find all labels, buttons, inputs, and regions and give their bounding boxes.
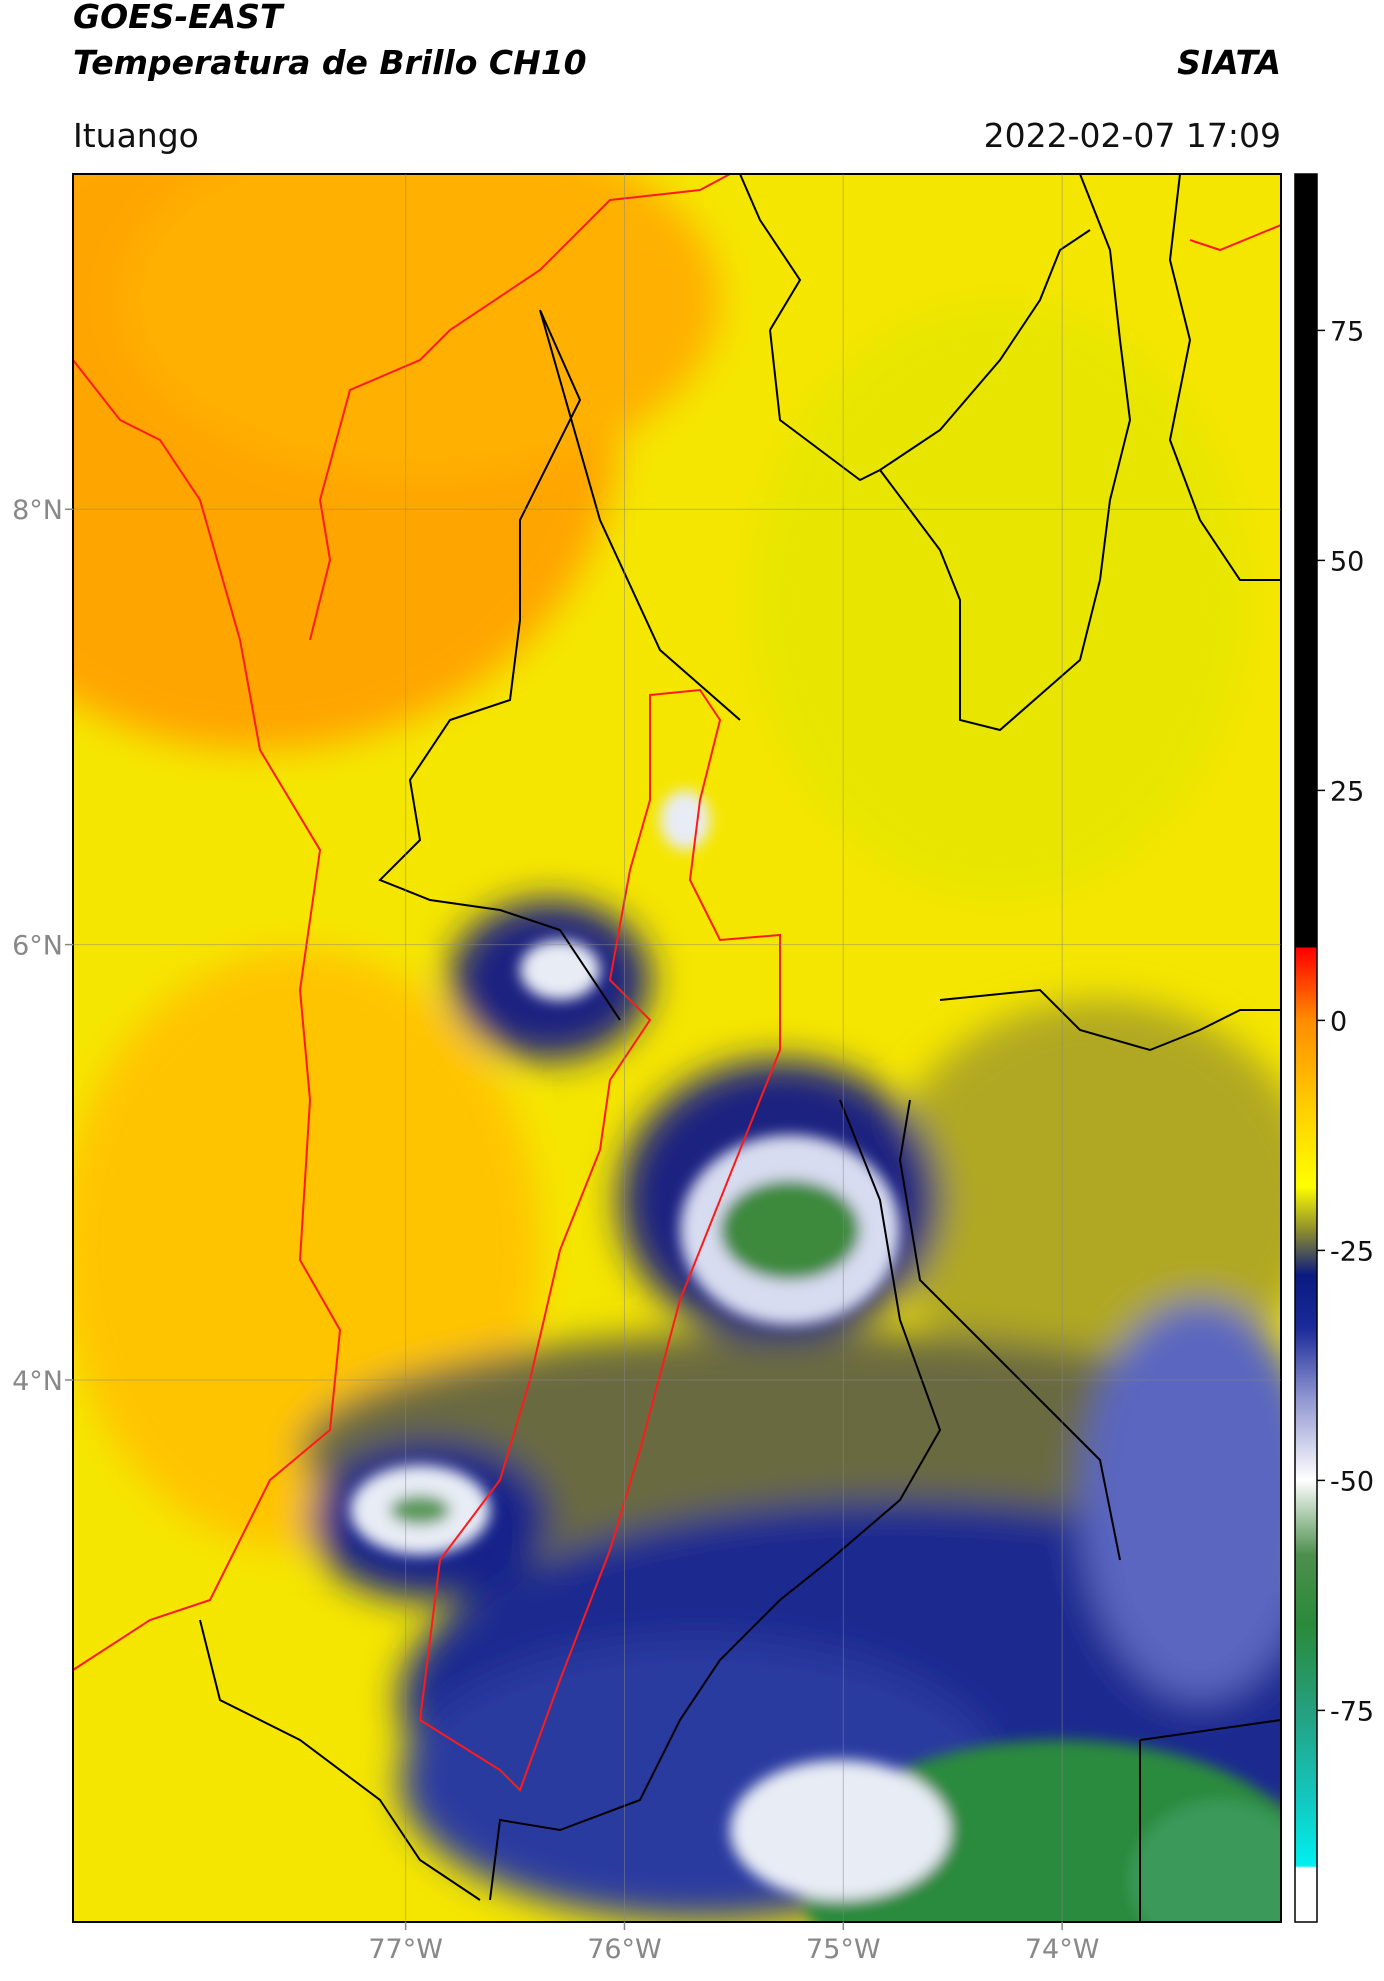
colorbar-label: -50: [1330, 1466, 1374, 1497]
satellite-image: [73, 174, 1281, 1922]
colorbar-label: -25: [1330, 1236, 1374, 1267]
colorbar-label: -75: [1330, 1696, 1374, 1727]
lon-label: 75°W: [806, 1934, 881, 1965]
subtitle: Temperatura de Brillo CH10: [73, 43, 587, 82]
colorbar-label: 75: [1330, 316, 1364, 347]
colorbar-label: 0: [1330, 1006, 1347, 1037]
lat-label: 8°N: [12, 495, 63, 526]
lon-label: 76°W: [587, 1934, 662, 1965]
lon-label: 74°W: [1025, 1934, 1100, 1965]
map-frame: [72, 173, 1282, 1923]
source: SIATA: [1177, 43, 1281, 82]
lon-label: 77°W: [368, 1934, 443, 1965]
title: GOES-EAST: [73, 0, 285, 36]
datetime: 2022-02-07 17:09: [984, 116, 1281, 155]
colorbar: [1294, 173, 1318, 1923]
colorbar-label: 50: [1330, 546, 1364, 577]
lat-label: 4°N: [12, 1366, 63, 1397]
location: Ituango: [73, 116, 199, 155]
colorbar-label: 25: [1330, 776, 1364, 807]
lat-label: 6°N: [12, 931, 63, 962]
